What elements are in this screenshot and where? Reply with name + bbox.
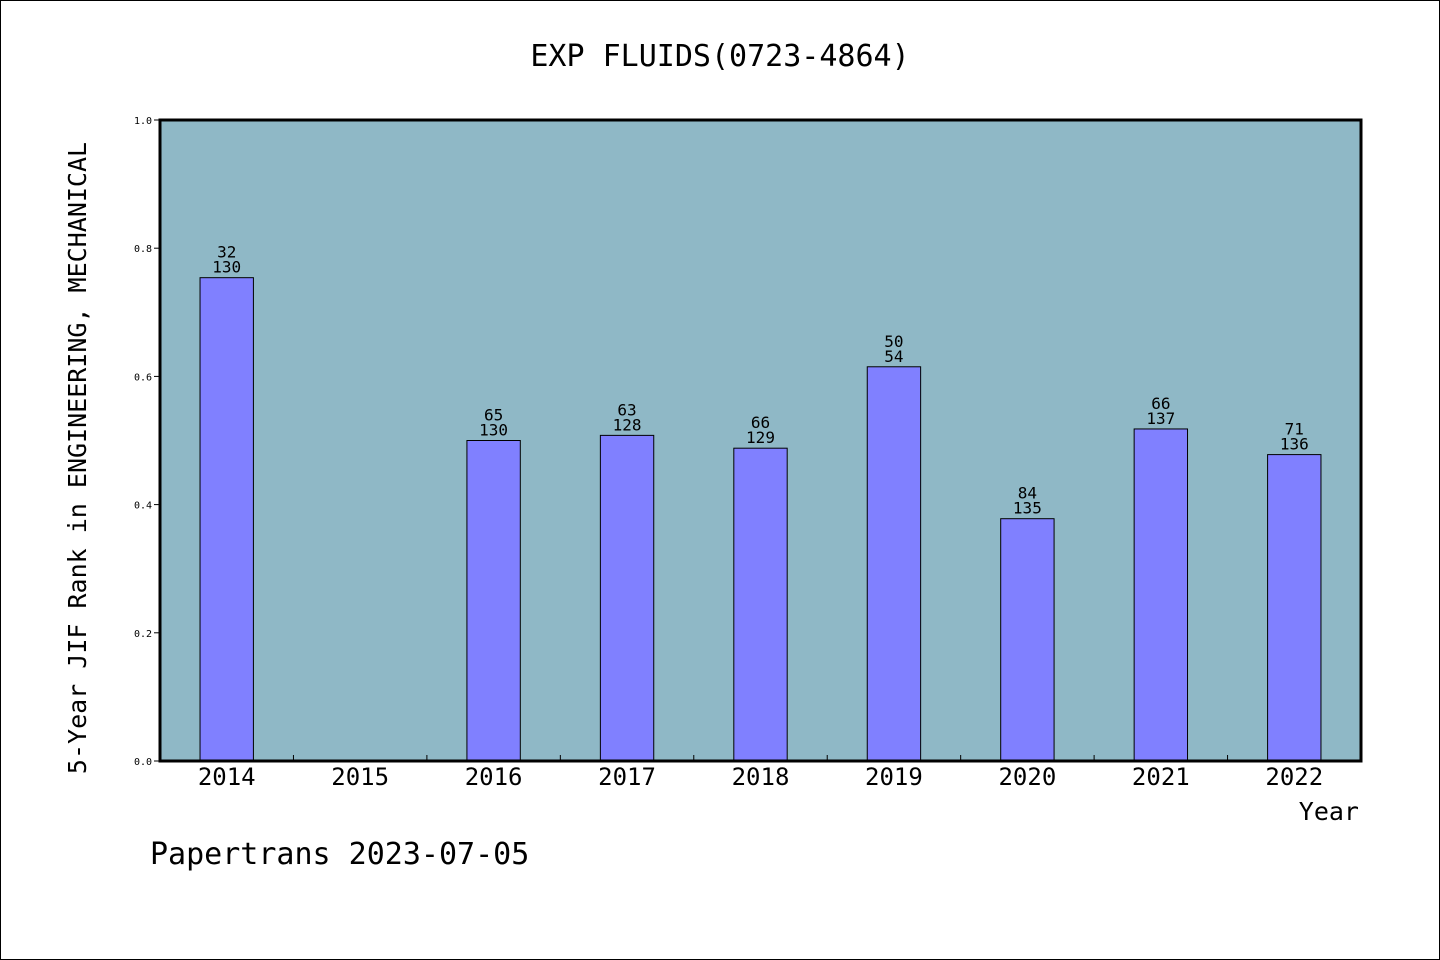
x-tick-label: 2022	[1265, 763, 1323, 791]
y-tick-label: 0.4	[134, 501, 152, 512]
y-tick-label: 0.8	[134, 244, 152, 255]
y-tick-label: 0.0	[134, 757, 152, 768]
x-tick-label: 2015	[331, 763, 389, 791]
bar-total-label: 130	[479, 421, 508, 440]
bar-rank-label: 66	[751, 413, 770, 432]
bar-rank-label: 65	[484, 406, 503, 425]
bar	[466, 440, 521, 762]
bar-total-label: 54	[884, 347, 903, 366]
bar-total-label: 128	[613, 415, 642, 434]
y-tick-label: 1.0	[134, 116, 152, 127]
bar-total-label: 130	[212, 258, 241, 277]
bar	[866, 366, 922, 762]
x-tick-label: 2016	[465, 763, 523, 791]
y-tick-label: 0.6	[134, 372, 152, 383]
bar-rank-label: 32	[217, 243, 236, 262]
bar-total-label: 135	[1013, 499, 1042, 518]
y-tick-label: 0.2	[134, 629, 152, 640]
x-tick-label: 2014	[198, 763, 256, 791]
bar	[1133, 428, 1189, 762]
plot-border	[158, 118, 1363, 763]
x-axis-label: Year	[1299, 797, 1359, 826]
bar-rank-label: 71	[1285, 420, 1304, 439]
bar-rank-label: 84	[1018, 484, 1037, 503]
bar	[599, 434, 655, 762]
y-axis-label: 5-Year JIF Rank in ENGINEERING, MECHANIC…	[63, 142, 92, 774]
bar-total-label: 137	[1146, 409, 1175, 428]
bar	[199, 277, 254, 762]
bar-rank-label: 66	[1151, 394, 1170, 413]
bar-total-label: 129	[746, 428, 775, 447]
x-tick-label: 2017	[598, 763, 656, 791]
bar	[1000, 518, 1055, 762]
bar	[733, 447, 788, 762]
bar-total-label: 136	[1280, 435, 1309, 454]
x-tick-label: 2019	[865, 763, 923, 791]
ticks-group: 0.0 0.2 0.4 0.6 0.8 1.0 2014 2015 2016 2017 2018 20…	[134, 116, 1323, 791]
bar	[1267, 454, 1322, 762]
bar-rank-label: 63	[617, 400, 636, 419]
x-tick-label: 2018	[732, 763, 790, 791]
chart-title: EXP FLUIDS(0723-4864)	[530, 39, 909, 74]
bar-rank-label: 50	[884, 332, 903, 351]
x-tick-label: 2020	[998, 763, 1056, 791]
x-tick-label: 2021	[1132, 763, 1190, 791]
footer-text: Papertrans 2023-07-05	[150, 837, 529, 872]
